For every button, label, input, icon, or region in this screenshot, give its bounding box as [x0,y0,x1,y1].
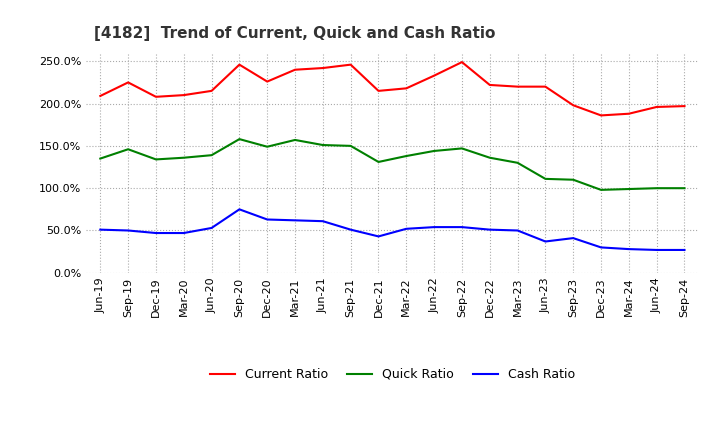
Current Ratio [318,66,327,71]
Cash Ratio [680,247,689,253]
Current Ratio [402,86,410,91]
Quick Ratio [235,136,243,142]
Current Ratio [458,59,467,65]
Quick Ratio [318,143,327,148]
Current Ratio [680,103,689,109]
Cash Ratio [207,225,216,231]
Current Ratio [485,82,494,88]
Line: Cash Ratio: Cash Ratio [100,209,685,250]
Text: [4182]  Trend of Current, Quick and Cash Ratio: [4182] Trend of Current, Quick and Cash … [94,26,495,41]
Cash Ratio [541,239,550,244]
Quick Ratio [263,144,271,149]
Current Ratio [179,92,188,98]
Current Ratio [346,62,355,67]
Quick Ratio [485,155,494,160]
Current Ratio [263,79,271,84]
Current Ratio [124,80,132,85]
Quick Ratio [96,156,104,161]
Cash Ratio [402,226,410,231]
Cash Ratio [430,224,438,230]
Current Ratio [207,88,216,94]
Cash Ratio [263,217,271,222]
Current Ratio [597,113,606,118]
Cash Ratio [291,218,300,223]
Current Ratio [235,62,243,67]
Quick Ratio [152,157,161,162]
Quick Ratio [430,148,438,154]
Cash Ratio [152,231,161,236]
Line: Quick Ratio: Quick Ratio [100,139,685,190]
Quick Ratio [541,176,550,182]
Cash Ratio [124,228,132,233]
Cash Ratio [318,219,327,224]
Quick Ratio [513,160,522,165]
Quick Ratio [597,187,606,193]
Legend: Current Ratio, Quick Ratio, Cash Ratio: Current Ratio, Quick Ratio, Cash Ratio [210,368,575,381]
Quick Ratio [179,155,188,160]
Cash Ratio [374,234,383,239]
Line: Current Ratio: Current Ratio [100,62,685,115]
Quick Ratio [124,147,132,152]
Cash Ratio [179,231,188,236]
Cash Ratio [513,228,522,233]
Current Ratio [152,94,161,99]
Quick Ratio [624,187,633,192]
Cash Ratio [652,247,661,253]
Quick Ratio [207,153,216,158]
Quick Ratio [652,186,661,191]
Quick Ratio [458,146,467,151]
Current Ratio [374,88,383,94]
Current Ratio [291,67,300,72]
Quick Ratio [346,143,355,149]
Cash Ratio [458,224,467,230]
Cash Ratio [569,235,577,241]
Current Ratio [541,84,550,89]
Current Ratio [624,111,633,116]
Cash Ratio [597,245,606,250]
Cash Ratio [235,207,243,212]
Quick Ratio [291,137,300,143]
Current Ratio [96,93,104,99]
Current Ratio [513,84,522,89]
Current Ratio [430,73,438,78]
Cash Ratio [346,227,355,232]
Current Ratio [569,103,577,108]
Quick Ratio [374,159,383,165]
Current Ratio [652,104,661,110]
Cash Ratio [485,227,494,232]
Cash Ratio [96,227,104,232]
Quick Ratio [569,177,577,182]
Quick Ratio [402,154,410,159]
Quick Ratio [680,186,689,191]
Cash Ratio [624,246,633,252]
